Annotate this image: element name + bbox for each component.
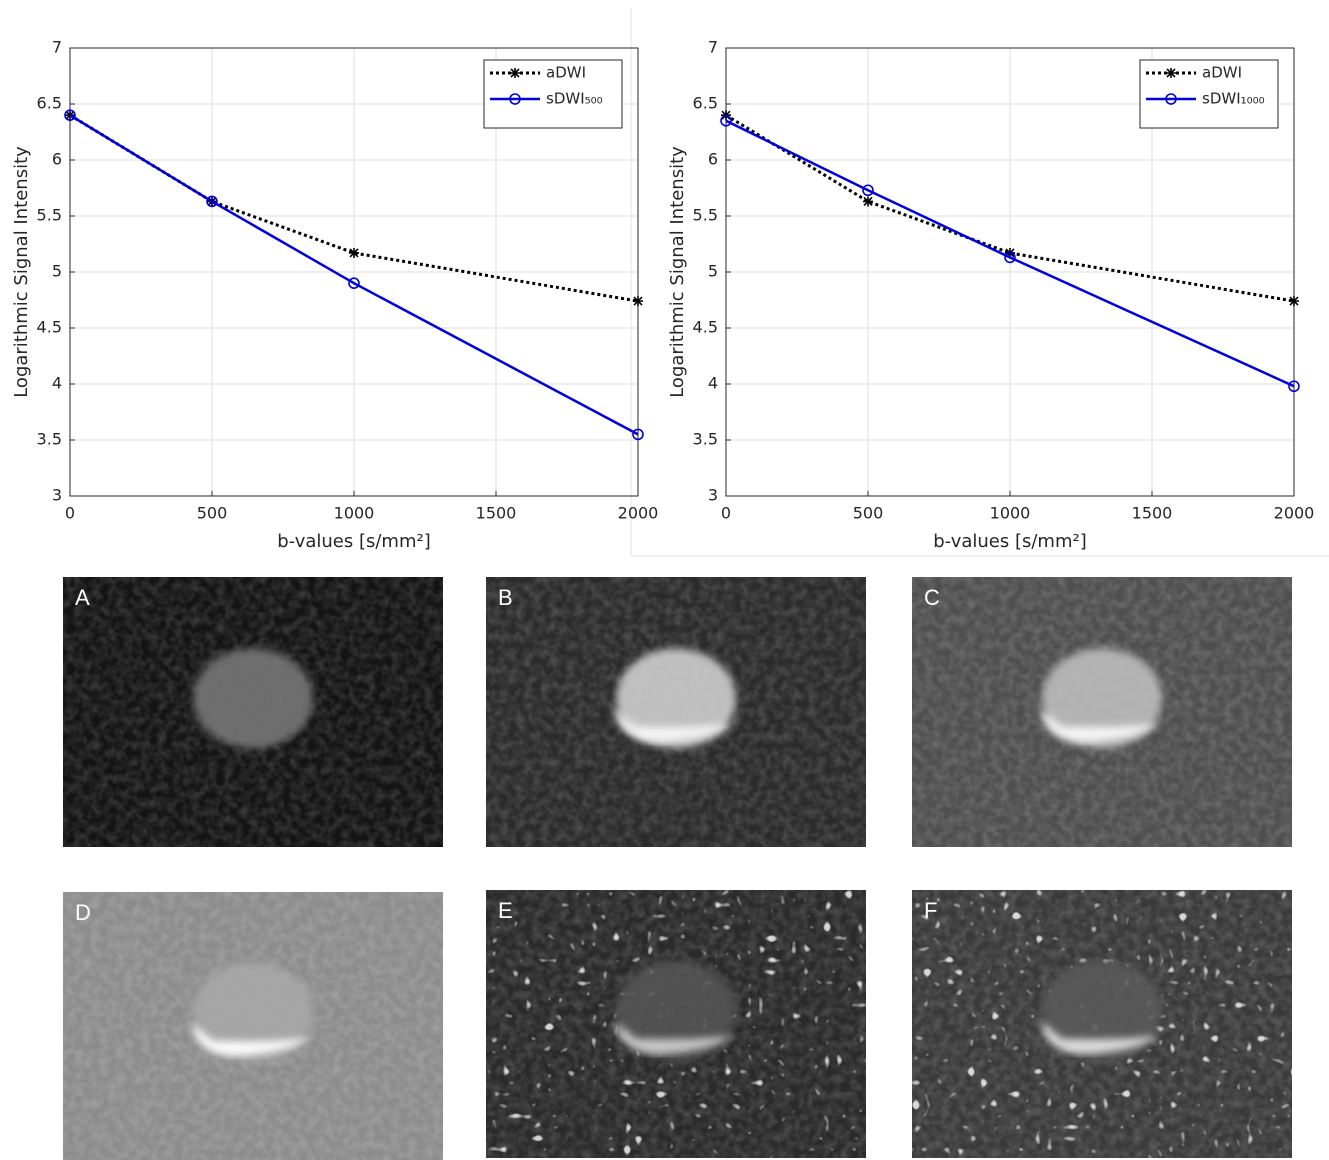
y-tick-label: 5.5 [693,206,718,225]
circle-marker [1165,93,1177,105]
star-marker [633,296,643,307]
y-tick-label: 3 [708,486,718,505]
image [486,577,866,847]
x-tick-label: 500 [853,504,884,523]
series-line [69,113,639,303]
legend-label: aDWI [1202,64,1242,82]
prostate [1042,960,1162,1061]
image [486,890,866,1158]
star-marker [1289,296,1299,307]
y-tick-label: 3.5 [693,430,718,449]
lesion [1040,1020,1160,1054]
y-tick-label: 6.5 [37,94,62,113]
panel-label: B [498,585,513,610]
prostate [616,960,736,1061]
axes-box [725,47,1295,497]
legend-label: sDWI₅₀₀ [546,90,603,108]
y-tick-label: 4.5 [37,318,62,337]
lesion [614,1020,734,1054]
y-tick-label: 4 [52,374,62,393]
circle-marker [720,115,732,127]
x-tick-label: 0 [65,504,75,523]
image-panel: F [912,890,1292,1158]
y-tick-label: 4 [708,374,718,393]
image [63,577,443,847]
legend-marker [509,93,521,105]
panel-label: F [924,898,937,923]
x-tick-label: 2000 [1274,504,1315,523]
y-tick-label: 5.5 [37,206,62,225]
y-tick-label: 6 [52,150,62,169]
prostate [1042,648,1162,749]
circle-marker [632,428,644,441]
circle-marker [64,109,76,121]
prostate [616,648,736,749]
lesion [191,1022,311,1056]
series-line [725,113,1295,303]
y-axis-label: Logarithmic Signal Intensity [11,146,32,398]
series-line [69,114,639,436]
image-panel: E [486,890,866,1158]
x-tick-label: 1000 [990,504,1031,523]
legend-box [1139,59,1279,129]
y-tick-label: 6.5 [693,94,718,113]
y-tick-label: 3.5 [37,430,62,449]
circle-marker [206,195,218,208]
y-axis-label: Logarithmic Signal Intensity [667,146,688,398]
x-axis-label: b-values [s/mm²] [277,531,430,552]
image-panel: A [63,577,443,847]
star-marker [1166,68,1176,78]
y-tick-label: 3 [52,486,62,505]
x-tick-label: 1500 [476,504,517,523]
x-tick-label: 2000 [618,504,659,523]
legend-marker [1166,68,1176,78]
legend-box [483,59,623,129]
x-tick-label: 1500 [1132,504,1173,523]
x-tick-label: 0 [721,504,731,523]
circle-marker [348,277,360,290]
x-tick-label: 1000 [334,504,375,523]
panel-label: E [498,898,513,923]
image [912,577,1292,847]
lesion [614,708,734,742]
lesion [1040,708,1160,742]
star-marker [863,196,873,207]
image-panel: B [486,577,866,847]
legend-label: sDWI₁₀₀₀ [1202,90,1265,108]
y-tick-label: 4.5 [693,318,718,337]
y-tick-label: 5 [52,262,62,281]
image [912,890,1292,1158]
panel-label: C [924,585,940,610]
star-marker [349,247,359,258]
prostate [193,962,313,1063]
prostate [193,648,313,749]
circle-marker [1288,380,1300,393]
y-tick-label: 5 [708,262,718,281]
image [63,892,443,1160]
y-tick-label: 7 [52,38,62,57]
series-line [725,119,1295,388]
legend-label: aDWI [546,64,586,82]
panel-label: A [75,585,90,610]
legend-marker [510,68,520,78]
star-marker [510,68,520,78]
circle-marker [1004,251,1016,264]
y-tick-label: 6 [708,150,718,169]
circle-marker [862,184,874,197]
circle-marker [509,93,521,105]
x-axis-label: b-values [s/mm²] [933,531,1086,552]
legend-marker [1165,93,1177,105]
image-panel: D [63,892,443,1160]
axes-box [69,47,639,497]
panel-label: D [75,900,91,925]
x-tick-label: 500 [197,504,228,523]
y-tick-label: 7 [708,38,718,57]
image-panel: C [912,577,1292,847]
